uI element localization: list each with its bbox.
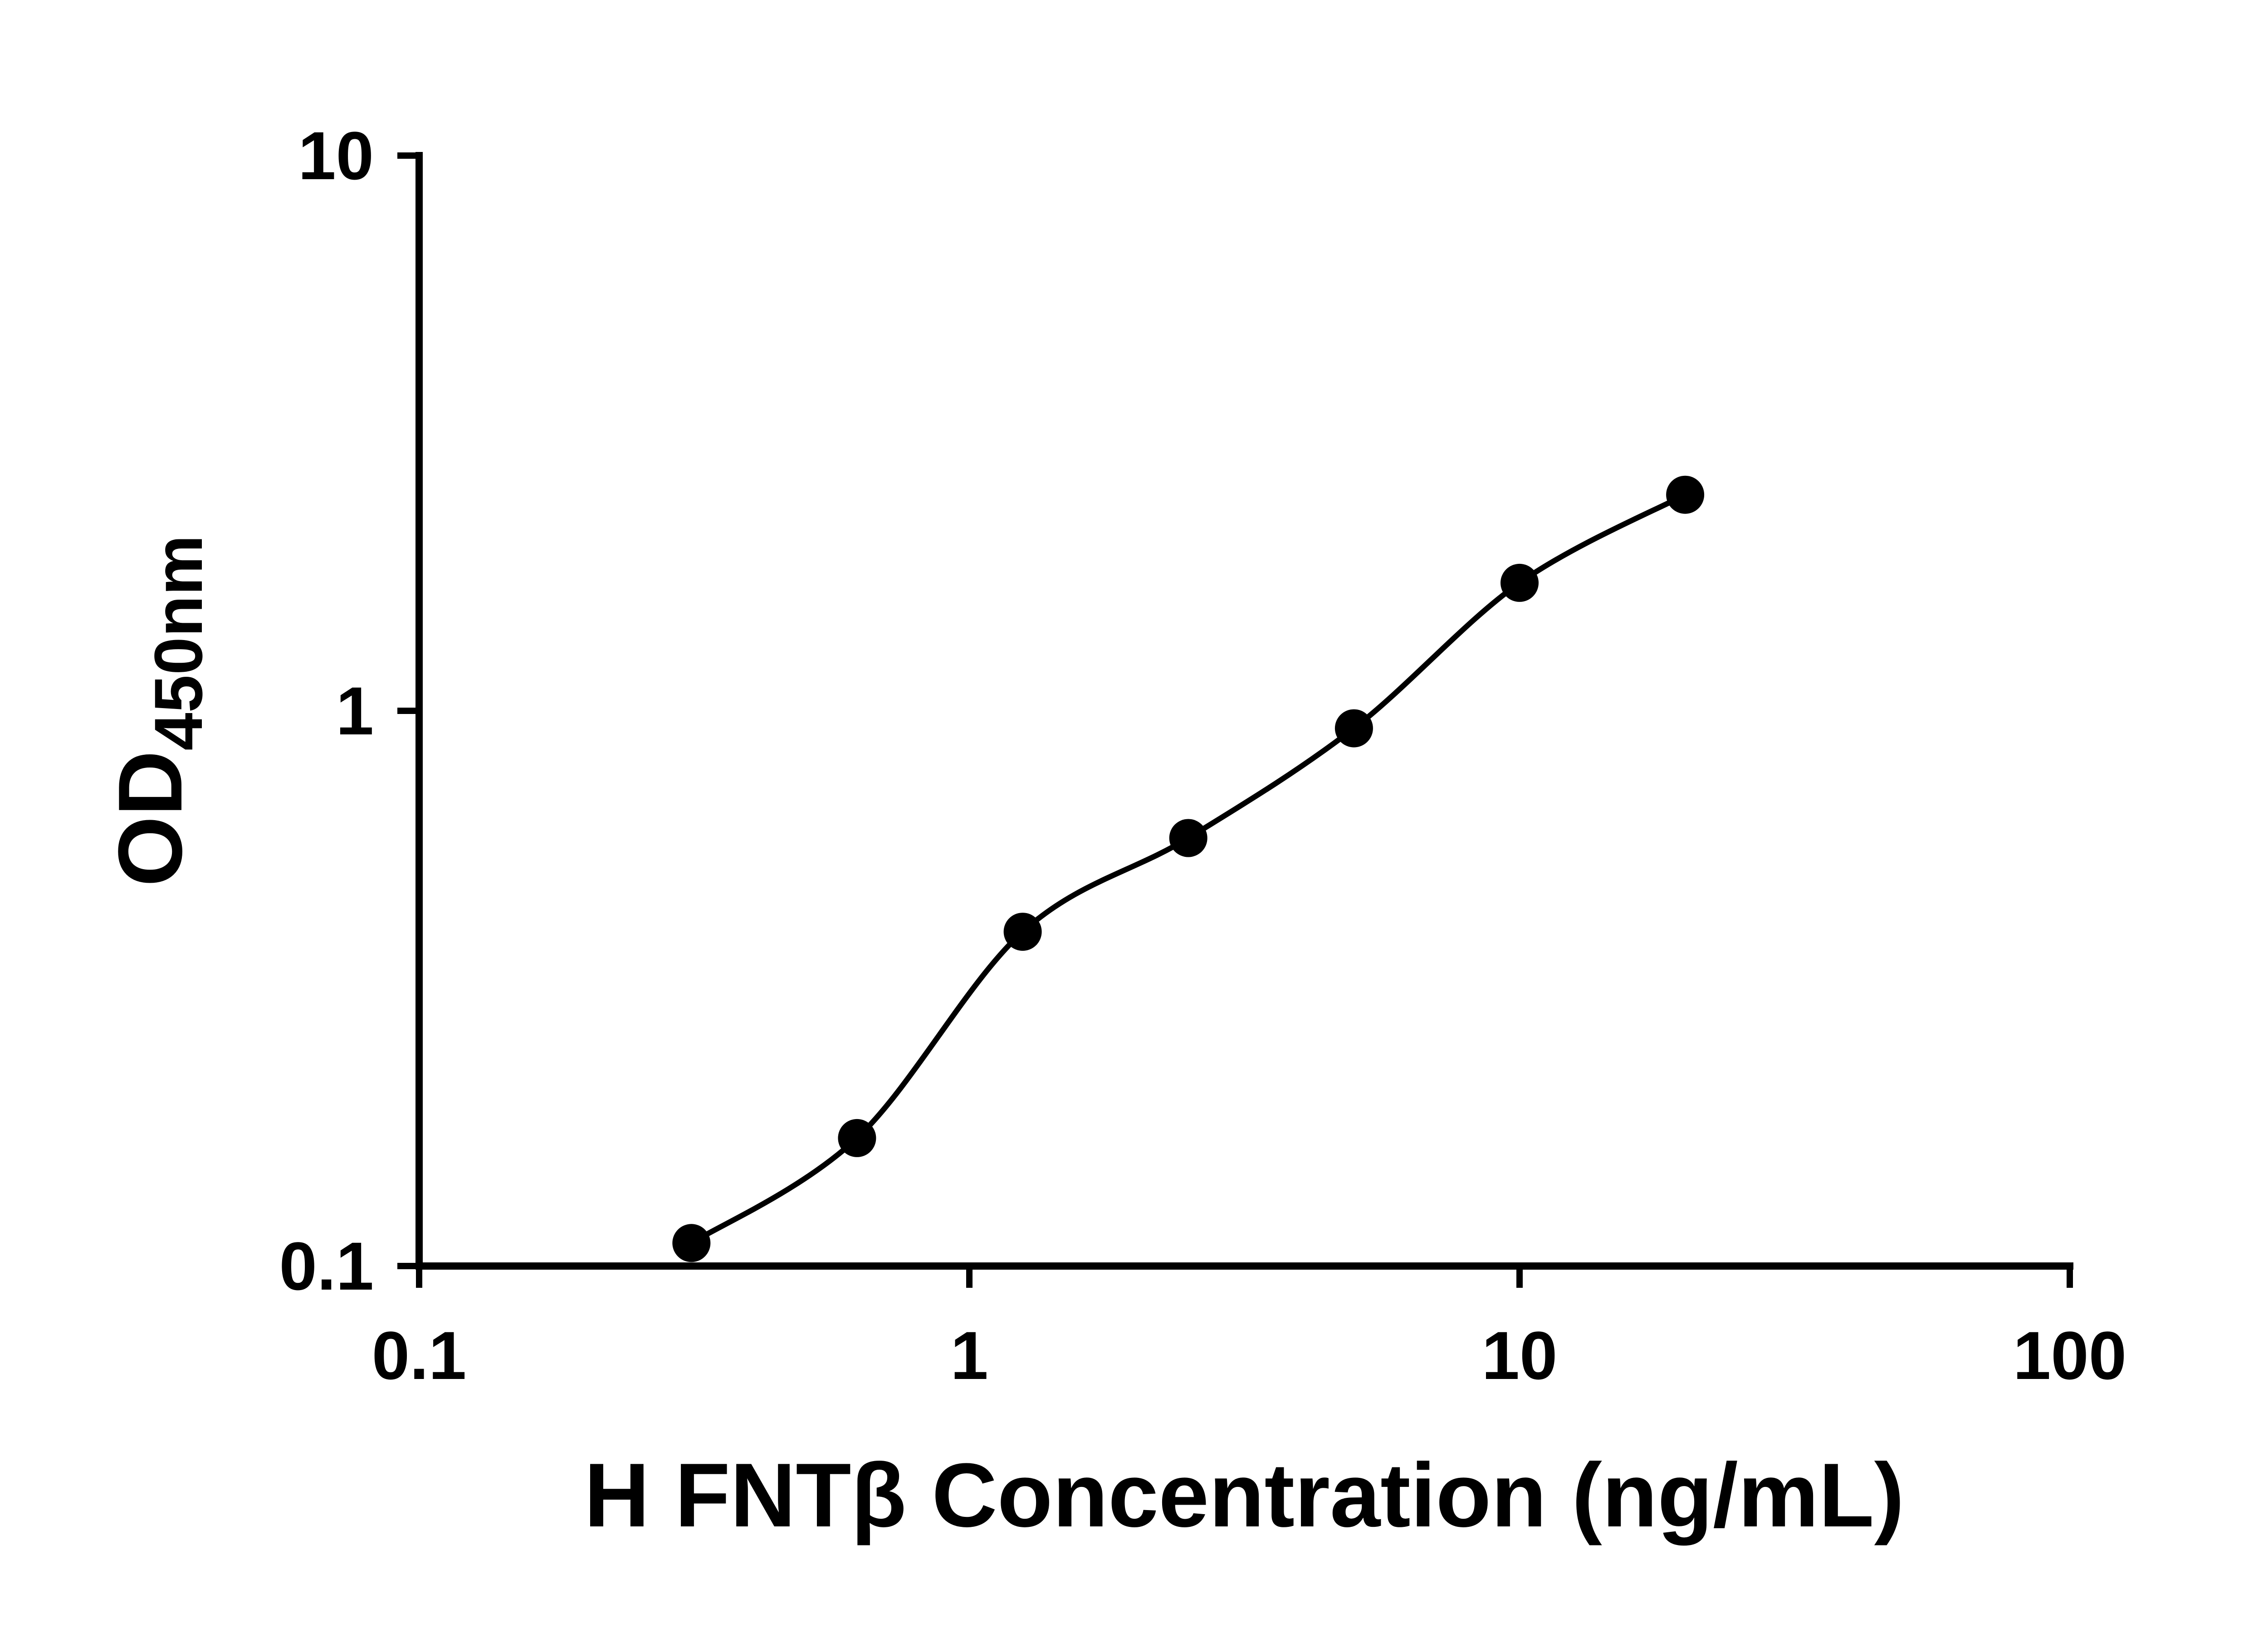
data-point: [672, 1224, 711, 1262]
x-axis-ticks: 0.1 1 10 100: [372, 1266, 2126, 1393]
y-axis-title-subscript: 450nm: [140, 535, 216, 750]
x-tick-label: 10: [1482, 1317, 1558, 1393]
x-tick-label: 100: [2013, 1317, 2126, 1393]
data-point: [838, 1119, 876, 1157]
y-axis-ticks: 0.1 1 10: [279, 117, 419, 1304]
data-point: [1169, 819, 1207, 857]
data-points: [672, 475, 1705, 1262]
y-tick-label: 0.1: [279, 1228, 374, 1304]
x-tick-label: 1: [950, 1317, 988, 1393]
y-tick-label: 10: [298, 117, 374, 194]
data-point: [1501, 563, 1539, 602]
data-point: [1666, 475, 1705, 514]
axes: [415, 152, 2073, 1270]
data-point: [1334, 709, 1373, 748]
x-tick-label: 0.1: [372, 1317, 467, 1393]
y-tick-label: 1: [336, 673, 374, 749]
data-point: [1003, 913, 1042, 951]
y-axis-title-main: OD: [100, 751, 201, 887]
y-axis-title: OD450nm: [100, 535, 216, 886]
x-axis-title: H FNTβ Concentration (ng/mL): [584, 1445, 1905, 1546]
